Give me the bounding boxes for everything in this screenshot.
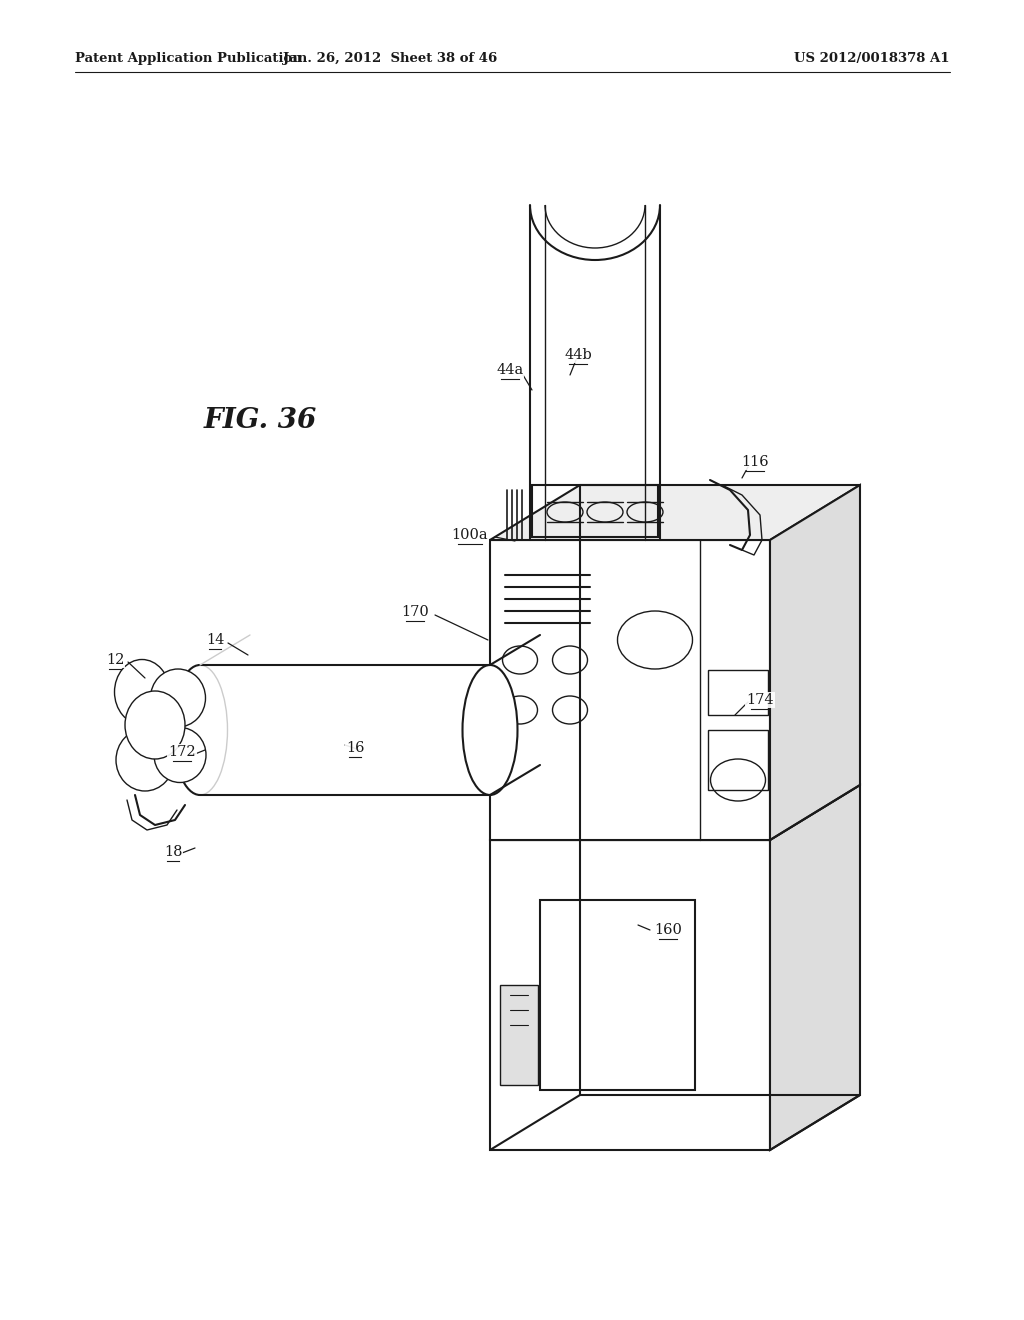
Polygon shape (500, 985, 538, 1085)
Text: 16: 16 (346, 741, 365, 755)
Text: 12: 12 (105, 653, 124, 667)
Ellipse shape (463, 665, 517, 795)
Text: 100a: 100a (452, 528, 488, 543)
Text: 44b: 44b (564, 348, 592, 362)
Polygon shape (770, 785, 860, 1150)
Text: 116: 116 (741, 455, 769, 469)
Text: 18: 18 (164, 845, 182, 859)
Text: Jan. 26, 2012  Sheet 38 of 46: Jan. 26, 2012 Sheet 38 of 46 (283, 51, 497, 65)
Polygon shape (490, 484, 860, 540)
Bar (540, 900, 695, 1090)
Polygon shape (490, 540, 770, 840)
Ellipse shape (151, 669, 206, 727)
Bar (708, 671, 768, 715)
Text: Patent Application Publication: Patent Application Publication (75, 51, 302, 65)
Polygon shape (490, 840, 770, 1150)
Polygon shape (770, 484, 860, 840)
Text: 14: 14 (206, 634, 224, 647)
Ellipse shape (115, 660, 170, 725)
Text: 44a: 44a (497, 363, 523, 378)
Text: 160: 160 (654, 923, 682, 937)
Ellipse shape (116, 729, 174, 791)
Ellipse shape (154, 727, 206, 783)
Bar (708, 730, 768, 789)
Polygon shape (490, 785, 860, 840)
Text: 170: 170 (401, 605, 429, 619)
Text: 174: 174 (746, 693, 774, 708)
Ellipse shape (125, 690, 185, 759)
Text: 172: 172 (168, 744, 196, 759)
Text: FIG. 36: FIG. 36 (204, 407, 316, 433)
Bar (532, 484, 658, 537)
Text: US 2012/0018378 A1: US 2012/0018378 A1 (795, 51, 950, 65)
